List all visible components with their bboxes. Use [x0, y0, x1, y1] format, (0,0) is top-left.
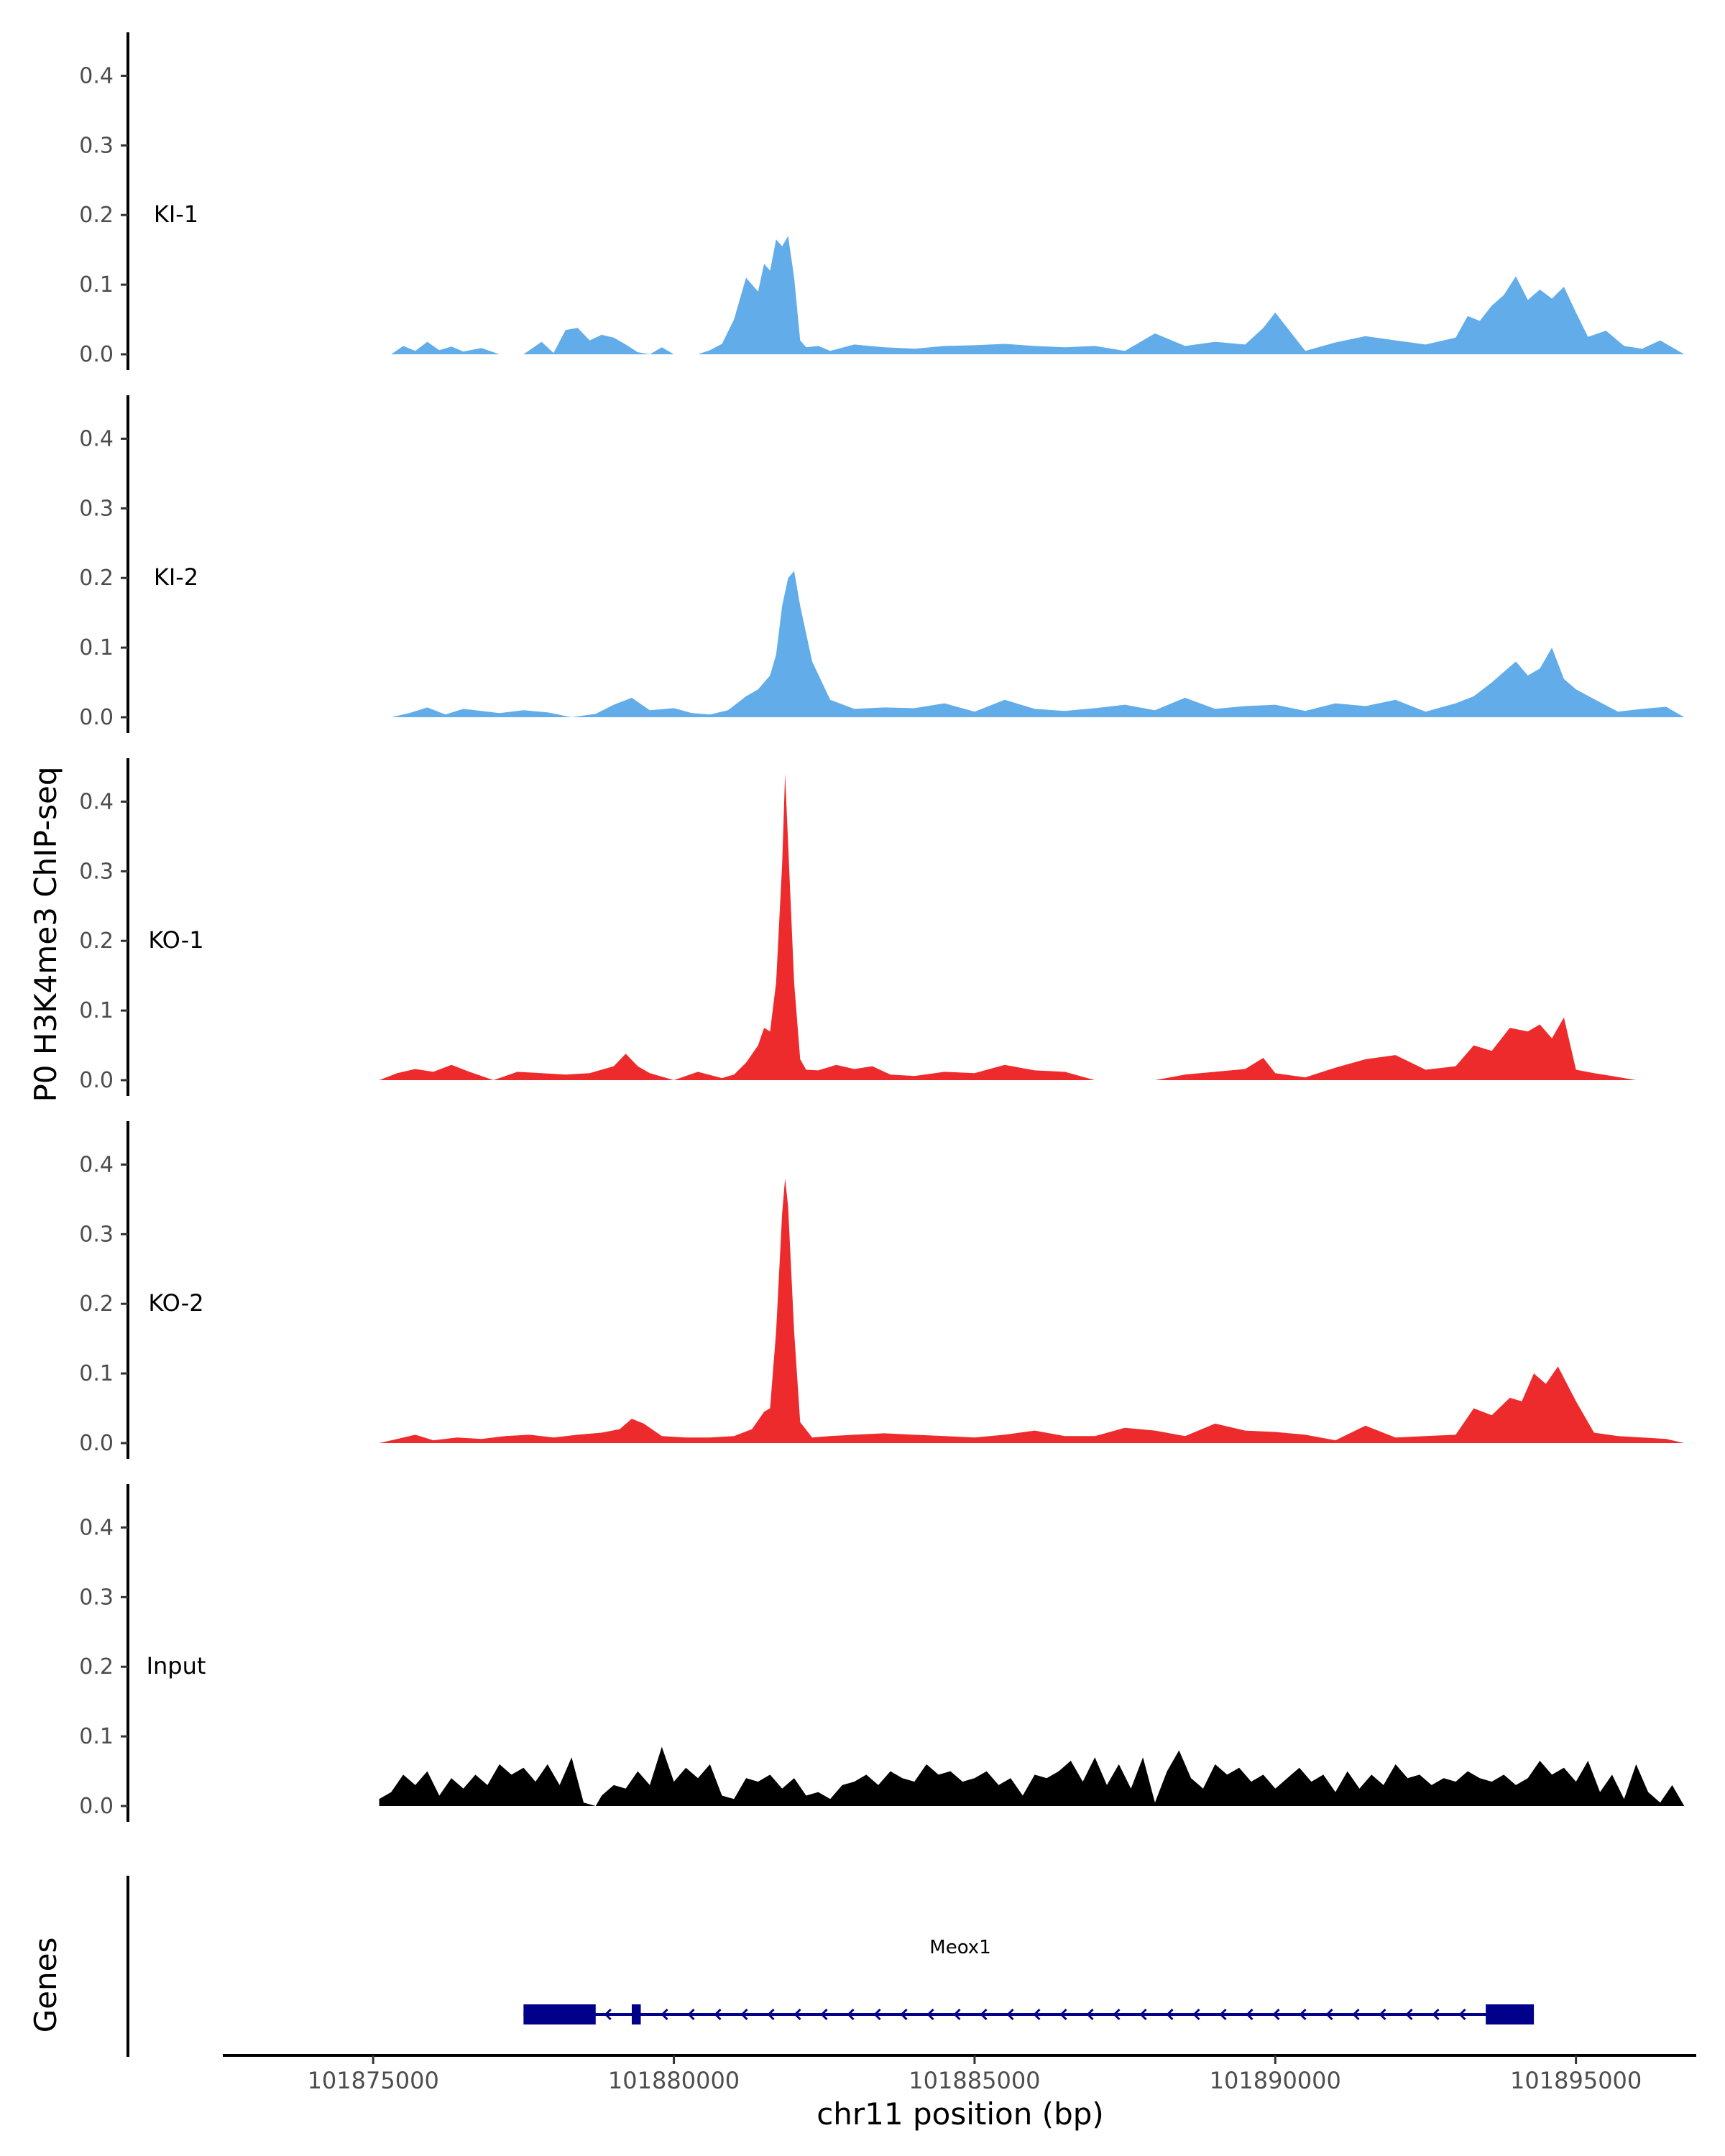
y-tick-label: 0.1 [79, 1724, 114, 1749]
strand-arrow [1192, 2008, 1200, 2021]
signal-area-ko-2 [379, 1178, 1685, 1443]
strand-arrow [767, 2008, 775, 2021]
y-axis-title: P0 H3K4me3 ChIP-seq [28, 766, 63, 1102]
y-tick-label: 0.3 [79, 859, 114, 884]
x-tick-label: 101890000 [1210, 2067, 1341, 2094]
y-tick-label: 0.0 [79, 1794, 114, 1819]
strand-arrow [953, 2008, 961, 2021]
track-input: 0.0 0.1 0.2 0.3 0.4 Input [79, 1484, 1685, 1822]
x-axis: 101875000 101880000 101885000 101890000 1018… [223, 2054, 1696, 2132]
x-tick-label: 101880000 [608, 2067, 740, 2094]
track-ki-1: 0.0 0.1 0.2 0.3 0.4 KI-1 [79, 32, 1685, 370]
y-tick-label: 0.2 [79, 929, 114, 954]
y-tick-label: 0.0 [79, 1431, 114, 1456]
signal-area-ki-2 [391, 571, 1685, 717]
y-tick-label: 0.0 [79, 705, 114, 730]
x-tick-label: 101885000 [908, 2067, 1040, 2094]
y-tick-label: 0.1 [79, 998, 114, 1023]
strand-arrow [926, 2008, 934, 2021]
y-tick-label: 0.1 [79, 635, 114, 660]
strand-arrow [1458, 2008, 1466, 2021]
strand-arrow [820, 2008, 828, 2021]
x-tick-label: 101875000 [308, 2067, 439, 2094]
signal-area-input [379, 1746, 1685, 1806]
strand-arrow [740, 2008, 748, 2021]
strand-arrow [1113, 2008, 1121, 2021]
strand-arrow [1006, 2008, 1014, 2021]
track-label: Input [147, 1652, 206, 1680]
y-tick-label: 0.3 [79, 1222, 114, 1247]
y-tick-label: 0.2 [79, 1654, 114, 1680]
strand-arrow [1139, 2008, 1147, 2021]
y-tick-label: 0.3 [79, 496, 114, 521]
y-tick-label: 0.3 [79, 133, 114, 158]
track-label: KO-1 [148, 926, 203, 954]
strand-arrow [980, 2008, 988, 2021]
strand-arrow [794, 2008, 801, 2021]
gene-exon [523, 2004, 596, 2024]
strand-arrow [604, 2008, 612, 2021]
strand-arrow [1086, 2008, 1094, 2021]
gene-exon [1486, 2004, 1535, 2024]
strand-arrow [714, 2008, 722, 2021]
strand-arrow [1325, 2008, 1333, 2021]
y-tick-label: 0.4 [79, 426, 114, 451]
strand-arrow [1432, 2008, 1440, 2021]
strand-arrow [1299, 2008, 1307, 2021]
strand-arrow [1405, 2008, 1413, 2021]
strand-arrow [687, 2008, 695, 2021]
strand-arrow [1033, 2008, 1041, 2021]
gene-name-label: Meox1 [929, 1937, 990, 1958]
signal-area-ki-1 [391, 236, 1685, 354]
track-ki-2: 0.0 0.1 0.2 0.3 0.4 KI-2 [79, 395, 1685, 733]
track-label: KO-2 [148, 1289, 203, 1317]
strand-arrow [847, 2008, 855, 2021]
strand-arrow [1272, 2008, 1280, 2021]
strand-arrow [1246, 2008, 1254, 2021]
strand-arrow [1059, 2008, 1067, 2021]
signal-area-ko-1 [379, 773, 1637, 1080]
y-tick-label: 0.2 [79, 566, 114, 591]
genes-track-title: Genes [28, 1938, 63, 2033]
x-axis-title: chr11 position (bp) [816, 2096, 1104, 2132]
y-tick-label: 0.1 [79, 272, 114, 298]
y-tick-label: 0.4 [79, 789, 114, 814]
strand-arrow [1166, 2008, 1174, 2021]
y-tick-label: 0.3 [79, 1585, 114, 1610]
track-label: KI-1 [154, 201, 198, 228]
strand-arrow [661, 2008, 668, 2021]
strand-arrow [900, 2008, 908, 2021]
strand-arrow [873, 2008, 881, 2021]
y-tick-label: 0.4 [79, 1152, 114, 1177]
track-ko-2: 0.0 0.1 0.2 0.3 0.4 KO-2 [79, 1121, 1685, 1459]
track-label: KI-2 [154, 563, 198, 591]
genes-track: Genes Meox1 [28, 1876, 1535, 2057]
y-tick-label: 0.1 [79, 1361, 114, 1386]
strand-arrow [1379, 2008, 1386, 2021]
y-tick-label: 0.2 [79, 203, 114, 228]
y-tick-label: 0.0 [79, 342, 114, 367]
x-ticks: 101875000 101880000 101885000 101890000 1018… [308, 2055, 1642, 2094]
x-tick-label: 101895000 [1510, 2067, 1642, 2094]
y-tick-label: 0.2 [79, 1291, 114, 1317]
tracks-group: 0.00.10.20.30.4KI-10.00.10.20.30.4KI-20.… [79, 32, 1685, 1822]
track-ko-1: 0.0 0.1 0.2 0.3 0.4 KO-1 [79, 758, 1637, 1096]
y-tick-label: 0.4 [79, 63, 114, 88]
y-tick-label: 0.0 [79, 1068, 114, 1093]
strand-arrow [1352, 2008, 1360, 2021]
y-tick-label: 0.4 [79, 1515, 114, 1540]
gene-exon [631, 2004, 641, 2024]
gene-model [523, 2004, 1535, 2024]
strand-arrow [1219, 2008, 1227, 2021]
